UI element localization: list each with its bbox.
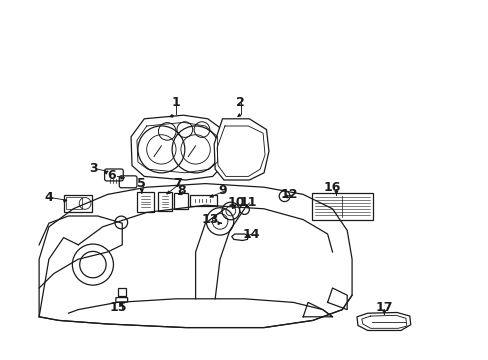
Text: 11: 11 <box>239 196 257 209</box>
Text: 3: 3 <box>89 162 98 175</box>
Polygon shape <box>214 119 268 180</box>
Polygon shape <box>131 115 222 180</box>
Text: 1: 1 <box>171 96 180 109</box>
Text: 4: 4 <box>44 191 53 204</box>
Polygon shape <box>356 312 410 330</box>
Text: 7: 7 <box>173 177 182 190</box>
Text: 5: 5 <box>137 177 146 190</box>
Text: 12: 12 <box>280 188 298 201</box>
Polygon shape <box>39 184 351 328</box>
Text: 14: 14 <box>242 228 260 241</box>
Text: 13: 13 <box>201 213 219 226</box>
Text: 9: 9 <box>218 184 226 197</box>
Text: 10: 10 <box>227 196 245 209</box>
Text: 8: 8 <box>177 184 186 197</box>
Polygon shape <box>231 234 248 240</box>
Text: 2: 2 <box>236 96 244 109</box>
Text: 6: 6 <box>107 169 116 182</box>
Text: 15: 15 <box>109 301 127 314</box>
Text: 17: 17 <box>375 301 392 314</box>
Text: 16: 16 <box>323 181 341 194</box>
